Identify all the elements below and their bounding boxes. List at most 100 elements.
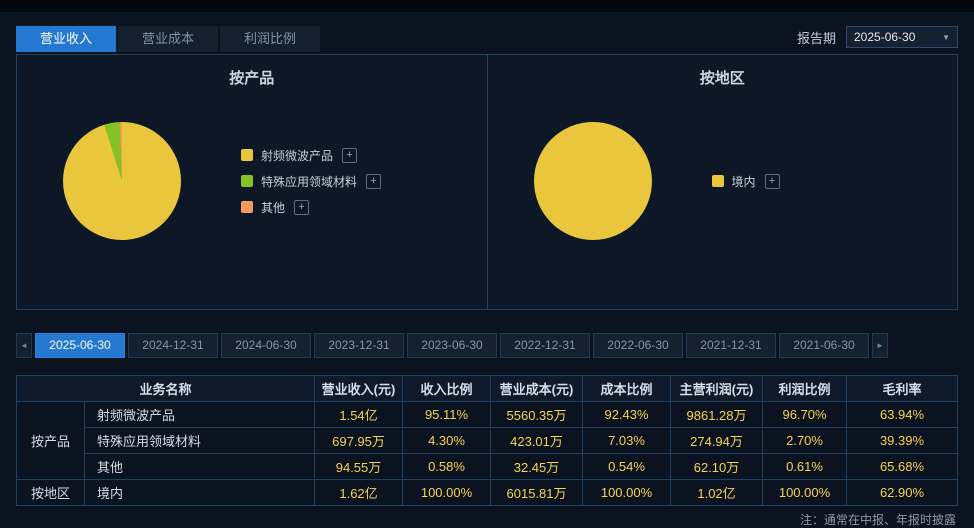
by-product-legend: 射频微波产品 + 特殊应用领域材料 + 其他 + [241, 147, 382, 216]
legend-item[interactable]: 射频微波产品 + [241, 147, 381, 164]
legend-add-button[interactable]: + [342, 147, 358, 163]
tab-operating-cost[interactable]: 营业成本 [118, 26, 219, 52]
table-row: 特殊应用领域材料 697.95万 4.30% 423.01万 7.03% 274… [17, 427, 958, 454]
date-tab-2025-06-30[interactable]: 2025-06-30 [35, 332, 125, 358]
date-tab-2024-12-31[interactable]: 2024-12-31 [128, 332, 218, 358]
tab-profit-ratio[interactable]: 利润比例 [220, 26, 321, 52]
date-tab-2023-06-30[interactable]: 2023-06-30 [407, 332, 497, 358]
col-header-business-name: 业务名称 [15, 375, 316, 402]
window-top-strip [0, 0, 974, 12]
cell-revenue: 94.55万 [314, 453, 404, 480]
report-period: 报告期 2025-06-30 ▼ [797, 26, 958, 48]
report-period-value: 2025-06-30 [854, 30, 916, 44]
legend-label: 射频微波产品 [261, 148, 334, 163]
legend-label: 境内 [731, 174, 756, 189]
cell-revenue: 1.54亿 [314, 401, 404, 428]
cell-gross-margin: 63.94% [846, 401, 958, 428]
report-period-label: 报告期 [796, 30, 836, 46]
cell-cost: 6015.81万 [490, 479, 584, 506]
report-period-select[interactable]: 2025-06-30 ▼ [846, 26, 958, 48]
by-product-chart: 按产品 射频微波产品 + 特殊应用领域材料 + [17, 55, 487, 309]
by-product-title: 按产品 [229, 70, 275, 87]
legend-label: 其他 [261, 200, 286, 215]
legend-label: 特殊应用领域材料 [261, 174, 358, 189]
cell-revenue: 697.95万 [314, 427, 404, 454]
legend-add-button[interactable]: + [764, 173, 780, 189]
col-header-cost: 营业成本(元) [490, 375, 584, 402]
by-region-title: 按地区 [699, 70, 745, 87]
by-product-pie[interactable] [63, 122, 181, 240]
col-header-gross-margin: 毛利率 [846, 375, 958, 402]
cell-cost-ratio: 0.54% [582, 453, 672, 480]
by-region-chart: 按地区 境内 + [486, 55, 958, 309]
main-tabs: 营业收入 营业成本 利润比例 [16, 26, 321, 52]
by-region-chart-body: 境内 + [488, 122, 958, 240]
cell-revenue-ratio: 100.00% [402, 479, 492, 506]
cell-profit-ratio: 96.70% [762, 401, 848, 428]
legend-add-button[interactable]: + [366, 173, 382, 189]
chevron-down-icon: ▼ [942, 32, 950, 42]
cell-main-profit: 9861.28万 [670, 401, 764, 428]
date-tab-2021-06-30[interactable]: 2021-06-30 [779, 332, 869, 358]
cell-cost: 5560.35万 [490, 401, 584, 428]
col-header-revenue-ratio: 收入比例 [402, 375, 492, 402]
cell-gross-margin: 39.39% [846, 427, 958, 454]
cell-cost: 32.45万 [490, 453, 584, 480]
pie-charts-panel: 按产品 射频微波产品 + 特殊应用领域材料 + [16, 54, 958, 310]
table-row: 按地区 境内 1.62亿 100.00% 6015.81万 100.00% 1.… [16, 479, 958, 506]
group-label-by-region: 按地区 [16, 479, 85, 506]
cell-gross-margin: 65.68% [846, 453, 958, 480]
date-tabs: ◄ 2025-06-30 2024-12-31 2024-06-30 2023-… [16, 332, 958, 358]
date-tab-2023-12-31[interactable]: 2023-12-31 [314, 332, 404, 358]
cell-revenue-ratio: 4.30% [402, 427, 492, 454]
legend-swatch [711, 175, 724, 187]
by-region-pie[interactable] [533, 122, 652, 240]
cell-cost-ratio: 100.00% [582, 479, 672, 506]
group-label-by-product: 按产品 [16, 401, 85, 480]
col-header-revenue: 营业收入(元) [314, 375, 404, 402]
business-name: 特殊应用领域材料 [83, 427, 316, 454]
cell-revenue: 1.62亿 [314, 479, 404, 506]
legend-swatch [241, 201, 253, 213]
by-product-chart-body: 射频微波产品 + 特殊应用领域材料 + 其他 + [17, 122, 487, 240]
col-header-main-profit: 主营利润(元) [670, 375, 764, 402]
date-tab-2024-06-30[interactable]: 2024-06-30 [221, 332, 311, 358]
cell-gross-margin: 62.90% [846, 479, 958, 506]
table-row: 其他 94.55万 0.58% 32.45万 0.54% 62.10万 0.61… [17, 453, 958, 480]
by-region-legend: 境内 + [711, 173, 780, 190]
legend-swatch [241, 149, 253, 161]
col-header-profit-ratio: 利润比例 [762, 375, 848, 402]
business-composition-table: 业务名称 营业收入(元) 收入比例 营业成本(元) 成本比例 主营利润(元) 利… [15, 375, 958, 506]
date-tab-2021-12-31[interactable]: 2021-12-31 [686, 332, 776, 358]
prev-arrow-button[interactable]: ◄ [16, 332, 32, 358]
legend-item[interactable]: 其他 + [241, 199, 381, 216]
cell-revenue-ratio: 95.11% [402, 401, 492, 428]
business-name: 射频微波产品 [83, 401, 316, 428]
cell-profit-ratio: 100.00% [762, 479, 848, 506]
table-row: 按产品 射频微波产品 1.54亿 95.11% 5560.35万 92.43% … [16, 401, 958, 480]
legend-add-button[interactable]: + [294, 199, 310, 215]
legend-item[interactable]: 特殊应用领域材料 + [241, 173, 382, 190]
date-tab-2022-12-31[interactable]: 2022-12-31 [500, 332, 590, 358]
date-tab-2022-06-30[interactable]: 2022-06-30 [593, 332, 683, 358]
cell-cost: 423.01万 [490, 427, 584, 454]
cell-profit-ratio: 0.61% [762, 453, 848, 480]
cell-cost-ratio: 7.03% [582, 427, 672, 454]
cell-revenue-ratio: 0.58% [402, 453, 492, 480]
disclosure-note: 注：通常在中报、年报时披露 [799, 513, 956, 527]
cell-main-profit: 62.10万 [670, 453, 764, 480]
col-header-cost-ratio: 成本比例 [582, 375, 672, 402]
cell-profit-ratio: 2.70% [762, 427, 848, 454]
cell-main-profit: 274.94万 [670, 427, 764, 454]
table-header-row: 业务名称 营业收入(元) 收入比例 营业成本(元) 成本比例 主营利润(元) 利… [15, 375, 958, 402]
cell-main-profit: 1.02亿 [670, 479, 764, 506]
business-name: 其他 [83, 453, 316, 480]
legend-swatch [241, 175, 253, 187]
tab-operating-revenue[interactable]: 营业收入 [16, 26, 117, 52]
business-name: 境内 [83, 479, 316, 506]
next-arrow-button[interactable]: ► [872, 332, 888, 358]
legend-item[interactable]: 境内 + [711, 173, 780, 190]
header-row: 营业收入 营业成本 利润比例 报告期 2025-06-30 ▼ [0, 12, 974, 52]
cell-cost-ratio: 92.43% [582, 401, 672, 428]
